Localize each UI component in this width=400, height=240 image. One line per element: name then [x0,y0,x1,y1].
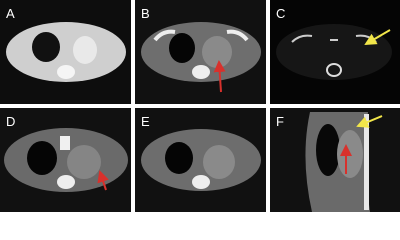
mass [73,36,97,64]
panel-a: A [0,0,131,104]
bones [153,29,249,42]
bones [60,136,70,150]
spine [326,63,342,77]
figure: A B C D E [0,0,400,212]
panel-c: C [270,0,400,104]
panel-label: A [6,6,15,21]
mass [202,36,232,68]
spine [192,65,210,79]
spine [192,175,210,189]
arrow [97,170,109,191]
lung [27,141,57,175]
panel-label: C [276,6,285,21]
panel-label: B [141,6,150,21]
page: A B C D E [0,0,400,212]
lung [165,142,193,174]
mass [337,130,363,178]
body [276,24,392,80]
arrow [213,60,226,93]
spine [57,65,75,79]
arrow [356,115,383,128]
lung [169,33,195,63]
spine [57,175,75,189]
body [141,22,261,82]
panel-label: F [276,114,284,129]
panel-b: B [135,0,266,104]
arrow [364,29,391,46]
mass [203,145,235,179]
spine [364,114,369,210]
lung [316,124,340,176]
panel-label: E [141,114,150,129]
mass [67,145,101,179]
panel-label: D [6,114,15,129]
lung [32,32,60,62]
panel-e: E [135,108,266,212]
panel-f: F [270,108,400,212]
panel-d: D [0,108,131,212]
body [141,129,261,191]
